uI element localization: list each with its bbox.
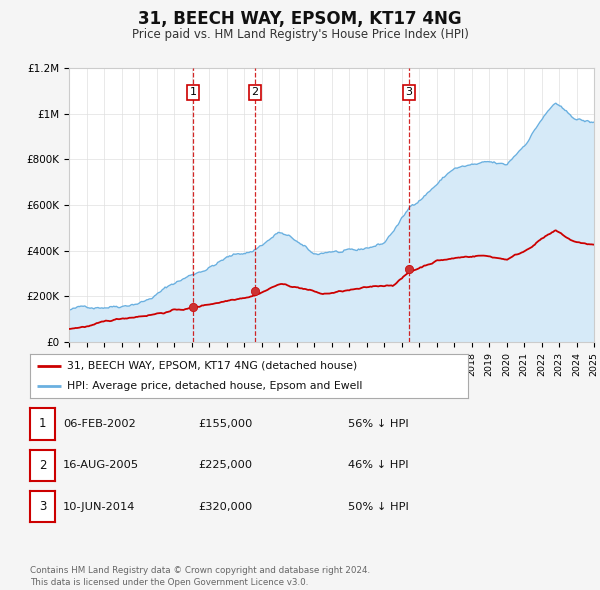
Text: £225,000: £225,000	[198, 460, 252, 470]
Text: 31, BEECH WAY, EPSOM, KT17 4NG: 31, BEECH WAY, EPSOM, KT17 4NG	[138, 10, 462, 28]
Text: 06-FEB-2002: 06-FEB-2002	[63, 419, 136, 429]
Text: Price paid vs. HM Land Registry's House Price Index (HPI): Price paid vs. HM Land Registry's House …	[131, 28, 469, 41]
Text: 3: 3	[406, 87, 413, 97]
Text: 16-AUG-2005: 16-AUG-2005	[63, 460, 139, 470]
Text: 56% ↓ HPI: 56% ↓ HPI	[348, 419, 409, 429]
Text: 1: 1	[39, 417, 46, 431]
Text: 2: 2	[39, 458, 46, 472]
Text: 3: 3	[39, 500, 46, 513]
Text: 1: 1	[190, 87, 197, 97]
Text: £320,000: £320,000	[198, 502, 252, 512]
Text: 50% ↓ HPI: 50% ↓ HPI	[348, 502, 409, 512]
Text: £155,000: £155,000	[198, 419, 253, 429]
Text: 31, BEECH WAY, EPSOM, KT17 4NG (detached house): 31, BEECH WAY, EPSOM, KT17 4NG (detached…	[67, 361, 358, 371]
Text: Contains HM Land Registry data © Crown copyright and database right 2024.
This d: Contains HM Land Registry data © Crown c…	[30, 566, 370, 587]
Text: 2: 2	[251, 87, 259, 97]
Text: HPI: Average price, detached house, Epsom and Ewell: HPI: Average price, detached house, Epso…	[67, 381, 362, 391]
Text: 10-JUN-2014: 10-JUN-2014	[63, 502, 136, 512]
Text: 46% ↓ HPI: 46% ↓ HPI	[348, 460, 409, 470]
